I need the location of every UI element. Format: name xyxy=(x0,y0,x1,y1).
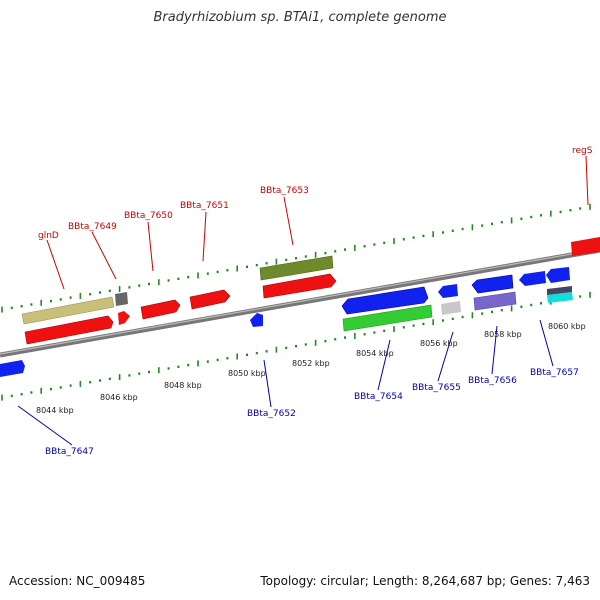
label-BBta-7649[interactable]: BBta_7649 xyxy=(68,222,117,232)
kbp-label: 8050 kbp xyxy=(228,369,266,378)
gene-red-1[interactable] xyxy=(24,315,114,345)
reverse-labels: BBta_7647 BBta_7652 BBta_7654 BBta_7655 … xyxy=(45,368,579,457)
label-BBta-7653[interactable]: BBta_7653 xyxy=(260,186,309,196)
gene-regS[interactable] xyxy=(571,237,600,256)
gene-red-2[interactable] xyxy=(118,311,130,325)
gene-dark-stripe[interactable] xyxy=(547,286,572,295)
genome-summary-text: Topology: circular; Length: 8,264,687 bp… xyxy=(260,574,590,588)
kbp-label: 8054 kbp xyxy=(356,349,394,358)
accession-text: Accession: NC_009485 xyxy=(9,574,146,588)
gene-purple[interactable] xyxy=(473,291,517,311)
kbp-label: 8056 kbp xyxy=(420,339,458,348)
label-regS[interactable]: regS xyxy=(572,146,593,156)
label-BBta-7650[interactable]: BBta_7650 xyxy=(124,211,173,221)
reverse-features xyxy=(0,267,570,377)
label-BBta-7647[interactable]: BBta_7647 xyxy=(45,447,94,457)
map-title: Bradyrhizobium sp. BTAi1, complete genom… xyxy=(153,10,447,25)
forward-features xyxy=(21,237,600,345)
gene-grey[interactable] xyxy=(441,301,461,315)
kbp-label: 8048 kbp xyxy=(164,381,202,390)
gene-red-3[interactable] xyxy=(140,299,181,320)
gene-BBta-7654[interactable] xyxy=(341,286,429,315)
gene-BBta-7653[interactable] xyxy=(262,273,337,299)
gene-BBta-7649-small[interactable] xyxy=(115,292,128,306)
label-BBta-7656[interactable]: BBta_7656 xyxy=(468,376,517,386)
kbp-label: 8060 kbp xyxy=(548,322,586,331)
kbp-label: 8044 kbp xyxy=(36,406,74,415)
gene-green[interactable] xyxy=(342,304,433,332)
gene-blue-small[interactable] xyxy=(519,271,546,286)
genome-backbone-highlight xyxy=(0,248,600,355)
genome-backbone xyxy=(0,247,600,358)
gene-BBta-7647[interactable] xyxy=(0,360,25,377)
kbp-label: 8046 kbp xyxy=(100,393,138,402)
gene-cyan[interactable] xyxy=(547,292,573,303)
label-BBta-7655[interactable]: BBta_7655 xyxy=(412,383,461,393)
reverse-leader-lines xyxy=(17,319,554,446)
gene-BBta-7652[interactable] xyxy=(250,313,263,327)
gene-glnD[interactable] xyxy=(21,296,115,325)
gene-BBta-7656[interactable] xyxy=(471,274,514,294)
gene-BBta-7655[interactable] xyxy=(438,284,458,298)
forward-labels: glnD BBta_7649 BBta_7650 BBta_7651 BBta_… xyxy=(38,146,593,241)
gene-red-4[interactable] xyxy=(189,289,231,310)
kbp-label: 8058 kbp xyxy=(484,330,522,339)
label-BBta-7654[interactable]: BBta_7654 xyxy=(354,392,403,402)
label-BBta-7652[interactable]: BBta_7652 xyxy=(247,409,296,419)
gene-BBta-7657[interactable] xyxy=(546,267,570,283)
gene-olive[interactable] xyxy=(259,255,334,281)
kbp-label: 8052 kbp xyxy=(292,359,330,368)
label-BBta-7651[interactable]: BBta_7651 xyxy=(180,201,229,211)
label-glnD[interactable]: glnD xyxy=(38,231,59,241)
label-BBta-7657[interactable]: BBta_7657 xyxy=(530,368,579,378)
kbp-scale-labels: 8044 kbp 8046 kbp 8048 kbp 8050 kbp 8052… xyxy=(36,322,586,415)
forward-leader-lines xyxy=(46,155,589,290)
upper-tick-row xyxy=(1,203,591,313)
